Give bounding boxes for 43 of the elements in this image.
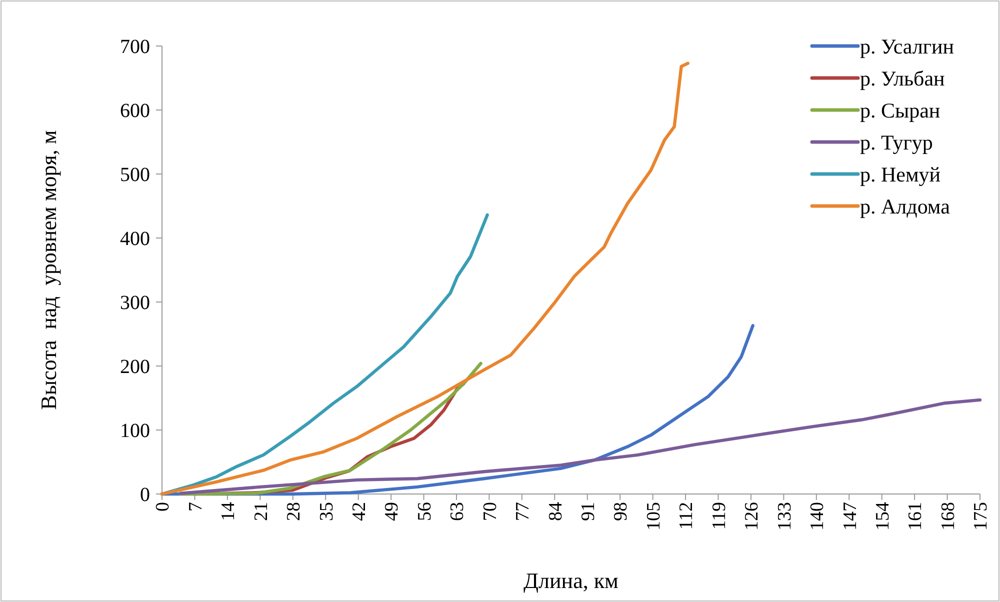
x-tick-label: 112 [676,502,698,530]
x-tick-label: 35 [316,502,338,521]
x-tick-label: 84 [545,502,566,521]
line-series [160,62,690,496]
legend-label: р. Усалгин [860,34,954,58]
x-tick-label: 105 [643,502,664,530]
y-tick-label: 500 [120,164,150,186]
y-tick-label: 300 [120,292,150,314]
x-tick-label: 91 [578,502,600,521]
x-tick-label: 42 [348,502,370,521]
x-tick-label: 77 [512,502,534,521]
x-tick-label: 175 [970,502,992,530]
y-tick-label: 600 [120,100,150,122]
x-axis-title: Длина, км [524,568,619,593]
y-tick-label: 700 [120,36,150,58]
y-tick-label: 200 [120,356,150,378]
x-tick-label: 21 [250,502,272,521]
legend-label: р. Ульбан [860,66,945,90]
x-tick-label: 140 [807,502,828,530]
x-tick-label: 63 [447,502,468,521]
x-tick-label: 49 [382,502,403,521]
x-tick-label: 98 [610,502,632,521]
x-tick-label: 161 [905,502,926,530]
x-tick-label: 56 [414,502,436,521]
x-tick-label: 7 [185,502,206,512]
x-tick-label: 126 [742,502,763,530]
x-tick-label: 0 [152,502,174,512]
y-tick-label: 400 [120,228,150,250]
x-tick-label: 133 [774,502,796,530]
legend-label: р. Тугур [860,130,933,154]
x-tick-label: 147 [840,502,861,530]
line-series [179,398,982,495]
x-tick-label: 28 [284,502,305,521]
legend-label: р. Немуй [860,162,941,186]
legend-label: р. Алдома [860,194,951,218]
legend-label: р. Сыран [860,98,940,122]
x-tick-label: 70 [480,502,501,521]
y-tick-label: 100 [120,420,150,442]
x-tick-label: 119 [708,502,730,530]
y-axis-title: Высота над уровнем моря, м [36,130,61,410]
x-tick-label: 154 [872,502,894,530]
x-tick-label: 14 [218,502,240,521]
x-tick-label: 168 [938,502,959,530]
